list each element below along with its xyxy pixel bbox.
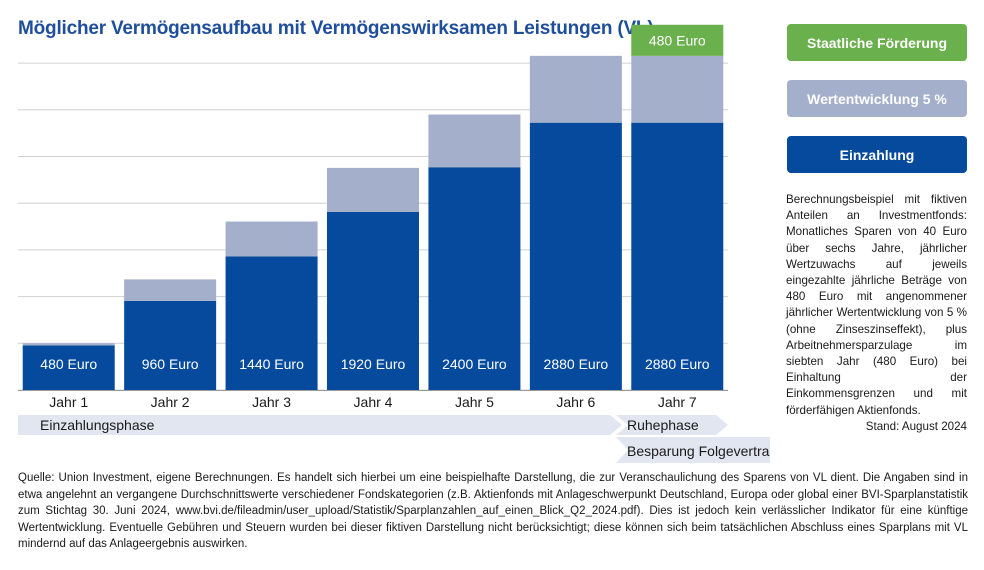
bar-label: 960 Euro	[142, 356, 199, 372]
bar-foerderung	[631, 24, 724, 56]
x-tick-label: Jahr 6	[556, 394, 595, 410]
phase-band-besparung	[616, 437, 770, 463]
x-tick-label: Jahr 4	[354, 394, 393, 410]
legend-wertentwicklung: Wertentwicklung 5 %	[787, 80, 967, 117]
bars: 480 Euro 960 Euro 1440 Euro 1920 Euro 2400 E…	[22, 24, 724, 390]
x-axis: Jahr 1 Jahr 2 Jahr 3 Jahr 4 Jahr 5 Jahr 6 Jahr…	[18, 390, 728, 410]
chart: 480 Euro 960 Euro 1440 Euro 1920 Euro 2400 E…	[18, 24, 770, 463]
bar-einzahlung	[327, 211, 419, 390]
bar-wertentwicklung	[124, 279, 217, 301]
bar-label-foerderung: 480 Euro	[649, 32, 706, 48]
chart-title: Möglicher Vermögensaufbau mit Vermögensw…	[18, 18, 654, 39]
phase-band-ruhe	[616, 415, 728, 435]
phase-label-ruhe: Ruhephase	[627, 417, 699, 433]
bar-label: 1920 Euro	[341, 356, 406, 372]
bar-wertentwicklung	[631, 55, 724, 123]
bar-wertentwicklung	[225, 221, 318, 257]
bar-label: 480 Euro	[40, 356, 97, 372]
bar-einzahlung	[529, 122, 622, 390]
note-date: Stand: August 2024	[865, 419, 967, 433]
bar-einzahlung	[428, 167, 521, 390]
source-note: Quelle: Union Investment, eigene Berechn…	[18, 472, 968, 550]
phase-label-besparung: Besparung Folgevertrag	[627, 443, 770, 459]
bar-label: 2880 Euro	[645, 356, 710, 372]
bar-wertentwicklung	[327, 167, 419, 212]
bar-einzahlung	[22, 345, 115, 390]
x-tick-label: Jahr 3	[252, 394, 291, 410]
bar-label: 2880 Euro	[544, 356, 609, 372]
x-tick-label: Jahr 7	[658, 394, 697, 410]
bar-einzahlung	[631, 122, 724, 390]
phase-label-einzahlung: Einzahlungsphase	[40, 417, 155, 433]
bar-label: 1440 Euro	[239, 356, 304, 372]
calculation-note: Berechnungsbeispiel mit fiktiven Anteile…	[786, 192, 967, 435]
calculation-note-text: Berechnungsbeispiel mit fiktiven Anteile…	[786, 193, 967, 417]
phase-band-einzahlung	[18, 415, 622, 435]
x-tick-label: Jahr 5	[455, 394, 494, 410]
bar-wertentwicklung	[22, 343, 115, 346]
bar-wertentwicklung	[428, 114, 521, 168]
legend-staatliche-foerderung: Staatliche Förderung	[787, 24, 967, 61]
bar-label: 2400 Euro	[442, 356, 507, 372]
bar-einzahlung	[225, 256, 318, 390]
bar-wertentwicklung	[529, 55, 622, 123]
bar-einzahlung	[124, 300, 217, 390]
phase-bands: Einzahlungsphase Ruhephase Besparung Fol…	[18, 415, 770, 463]
x-tick-label: Jahr 2	[151, 394, 190, 410]
x-tick-label: Jahr 1	[49, 394, 88, 410]
legend-einzahlung: Einzahlung	[787, 136, 967, 173]
